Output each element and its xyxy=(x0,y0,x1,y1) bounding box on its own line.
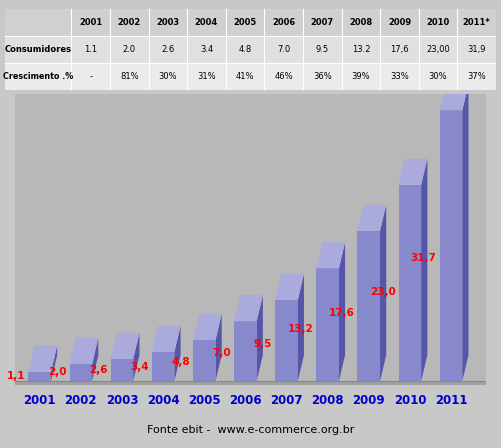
Text: 41%: 41% xyxy=(236,72,255,81)
Text: 2004: 2004 xyxy=(195,18,218,27)
Text: 31,7: 31,7 xyxy=(411,254,436,263)
Polygon shape xyxy=(133,333,139,381)
Text: 7,0: 7,0 xyxy=(212,348,231,358)
Text: 31,9: 31,9 xyxy=(467,45,486,54)
Text: 2,0: 2,0 xyxy=(48,367,67,378)
Bar xyxy=(357,231,380,381)
Text: 2002: 2002 xyxy=(118,18,141,27)
Text: 17,6: 17,6 xyxy=(390,45,409,54)
Bar xyxy=(111,359,133,381)
Text: 2009: 2009 xyxy=(388,18,411,27)
Polygon shape xyxy=(152,326,180,352)
Polygon shape xyxy=(298,274,304,381)
Polygon shape xyxy=(316,242,345,268)
Bar xyxy=(275,300,298,381)
Text: 17,6: 17,6 xyxy=(329,307,354,318)
Polygon shape xyxy=(51,345,57,381)
Bar xyxy=(29,372,51,381)
Text: 39%: 39% xyxy=(352,72,370,81)
Text: 2,6: 2,6 xyxy=(89,365,108,375)
Text: 2.6: 2.6 xyxy=(161,45,174,54)
Text: Fonte ebit -  www.e-commerce.org.br: Fonte ebit - www.e-commerce.org.br xyxy=(147,425,354,435)
Bar xyxy=(15,381,490,385)
Text: 81%: 81% xyxy=(120,72,138,81)
Text: -: - xyxy=(89,72,92,81)
Text: 9.5: 9.5 xyxy=(316,45,329,54)
Text: 46%: 46% xyxy=(275,72,293,81)
Polygon shape xyxy=(380,205,386,381)
Polygon shape xyxy=(357,205,386,231)
Text: 7.0: 7.0 xyxy=(277,45,290,54)
Polygon shape xyxy=(462,84,468,381)
Text: 2008: 2008 xyxy=(349,18,372,27)
Text: Consumidores: Consumidores xyxy=(5,45,72,54)
Polygon shape xyxy=(70,338,98,364)
Text: 2003: 2003 xyxy=(156,18,179,27)
Text: 2011*: 2011* xyxy=(463,18,490,27)
Polygon shape xyxy=(339,242,345,381)
Text: 1.1: 1.1 xyxy=(84,45,97,54)
Bar xyxy=(193,340,215,381)
Bar xyxy=(5,36,496,63)
Text: 4,8: 4,8 xyxy=(171,357,190,367)
Bar xyxy=(316,268,339,381)
Bar xyxy=(70,364,92,381)
Bar xyxy=(5,9,496,36)
Polygon shape xyxy=(234,295,263,321)
Text: 30%: 30% xyxy=(429,72,447,81)
Text: 3,4: 3,4 xyxy=(130,362,149,372)
Text: 2001: 2001 xyxy=(79,18,102,27)
Polygon shape xyxy=(257,295,263,381)
Text: 30%: 30% xyxy=(158,72,177,81)
Polygon shape xyxy=(174,326,180,381)
Text: 13.2: 13.2 xyxy=(352,45,370,54)
Text: 23,0: 23,0 xyxy=(370,287,395,297)
Polygon shape xyxy=(92,338,98,381)
Polygon shape xyxy=(421,159,427,381)
Text: 37%: 37% xyxy=(467,72,486,81)
Text: 2006: 2006 xyxy=(272,18,295,27)
Text: 33%: 33% xyxy=(390,72,409,81)
Polygon shape xyxy=(399,159,427,185)
Bar xyxy=(440,110,462,381)
Bar xyxy=(234,321,257,381)
Text: 3.4: 3.4 xyxy=(200,45,213,54)
Polygon shape xyxy=(440,84,468,110)
Text: 9,5: 9,5 xyxy=(254,339,272,349)
Text: 2007: 2007 xyxy=(311,18,334,27)
Bar xyxy=(5,63,496,90)
Polygon shape xyxy=(215,314,222,381)
Text: 4.8: 4.8 xyxy=(238,45,252,54)
Text: 2005: 2005 xyxy=(233,18,257,27)
Text: 1,1: 1,1 xyxy=(7,371,26,381)
Text: 36%: 36% xyxy=(313,72,332,81)
Text: 2.0: 2.0 xyxy=(123,45,136,54)
Polygon shape xyxy=(275,274,304,300)
Polygon shape xyxy=(29,345,57,372)
Polygon shape xyxy=(193,314,222,340)
Bar xyxy=(152,352,174,381)
Text: 31%: 31% xyxy=(197,72,216,81)
Text: Crescimento .%: Crescimento .% xyxy=(3,72,73,81)
Polygon shape xyxy=(111,333,139,359)
Text: 13,2: 13,2 xyxy=(288,324,313,335)
Bar xyxy=(399,185,421,381)
Text: 23,00: 23,00 xyxy=(426,45,450,54)
Text: 2010: 2010 xyxy=(426,18,450,27)
